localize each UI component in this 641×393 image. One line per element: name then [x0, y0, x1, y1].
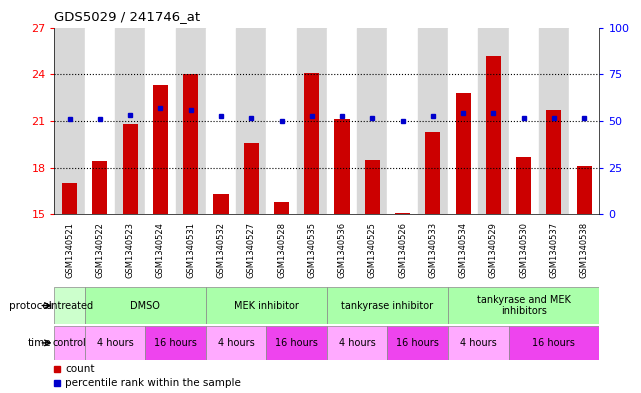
Bar [486, 55, 501, 214]
Bar [546, 110, 562, 214]
Bar [206, 326, 267, 360]
Text: 4 hours: 4 hours [339, 338, 376, 348]
Text: 16 hours: 16 hours [275, 338, 318, 348]
Bar [54, 28, 85, 214]
Bar [478, 28, 508, 214]
Bar [206, 28, 236, 214]
Text: count: count [65, 364, 95, 374]
Bar [418, 28, 448, 214]
Bar [146, 28, 176, 214]
Bar [176, 28, 206, 214]
Bar [206, 287, 327, 324]
Text: tankyrase and MEK
inhibitors: tankyrase and MEK inhibitors [477, 295, 570, 316]
Bar [516, 157, 531, 214]
Bar [54, 326, 85, 360]
Text: 16 hours: 16 hours [396, 338, 439, 348]
Bar [395, 213, 410, 214]
Bar [448, 287, 599, 324]
Text: percentile rank within the sample: percentile rank within the sample [65, 378, 241, 388]
Bar [153, 85, 168, 214]
Bar [327, 326, 387, 360]
Bar [146, 326, 206, 360]
Bar [236, 28, 267, 214]
Bar [365, 160, 380, 214]
Bar [85, 28, 115, 214]
Text: tankyrase inhibitor: tankyrase inhibitor [342, 301, 433, 310]
Bar [62, 183, 77, 214]
Bar [577, 166, 592, 214]
Text: control: control [53, 338, 87, 348]
Bar [85, 287, 206, 324]
Text: protocol: protocol [8, 301, 51, 310]
Bar [425, 132, 440, 214]
Bar [267, 326, 327, 360]
Bar [115, 28, 146, 214]
Text: time: time [28, 338, 51, 348]
Text: GDS5029 / 241746_at: GDS5029 / 241746_at [54, 10, 201, 23]
Bar [327, 28, 357, 214]
Text: 16 hours: 16 hours [154, 338, 197, 348]
Bar [327, 287, 448, 324]
Text: 4 hours: 4 hours [460, 338, 497, 348]
Bar [274, 202, 289, 214]
Bar [85, 326, 146, 360]
Text: MEK inhibitor: MEK inhibitor [234, 301, 299, 310]
Text: 4 hours: 4 hours [97, 338, 133, 348]
Bar [335, 119, 349, 214]
Bar [244, 143, 259, 214]
Bar [387, 326, 448, 360]
Bar [456, 93, 470, 214]
Bar [508, 326, 599, 360]
Bar [387, 28, 418, 214]
Bar [304, 73, 319, 214]
Text: DMSO: DMSO [130, 301, 160, 310]
Bar [508, 28, 539, 214]
Bar [357, 28, 387, 214]
Bar [297, 28, 327, 214]
Bar [92, 161, 108, 214]
Bar [267, 28, 297, 214]
Bar [569, 28, 599, 214]
Bar [183, 74, 198, 214]
Bar [213, 194, 229, 214]
Bar [539, 28, 569, 214]
Bar [448, 326, 508, 360]
Bar [54, 287, 85, 324]
Text: untreated: untreated [46, 301, 94, 310]
Text: 16 hours: 16 hours [533, 338, 576, 348]
Bar [122, 124, 138, 214]
Text: 4 hours: 4 hours [218, 338, 254, 348]
Bar [448, 28, 478, 214]
